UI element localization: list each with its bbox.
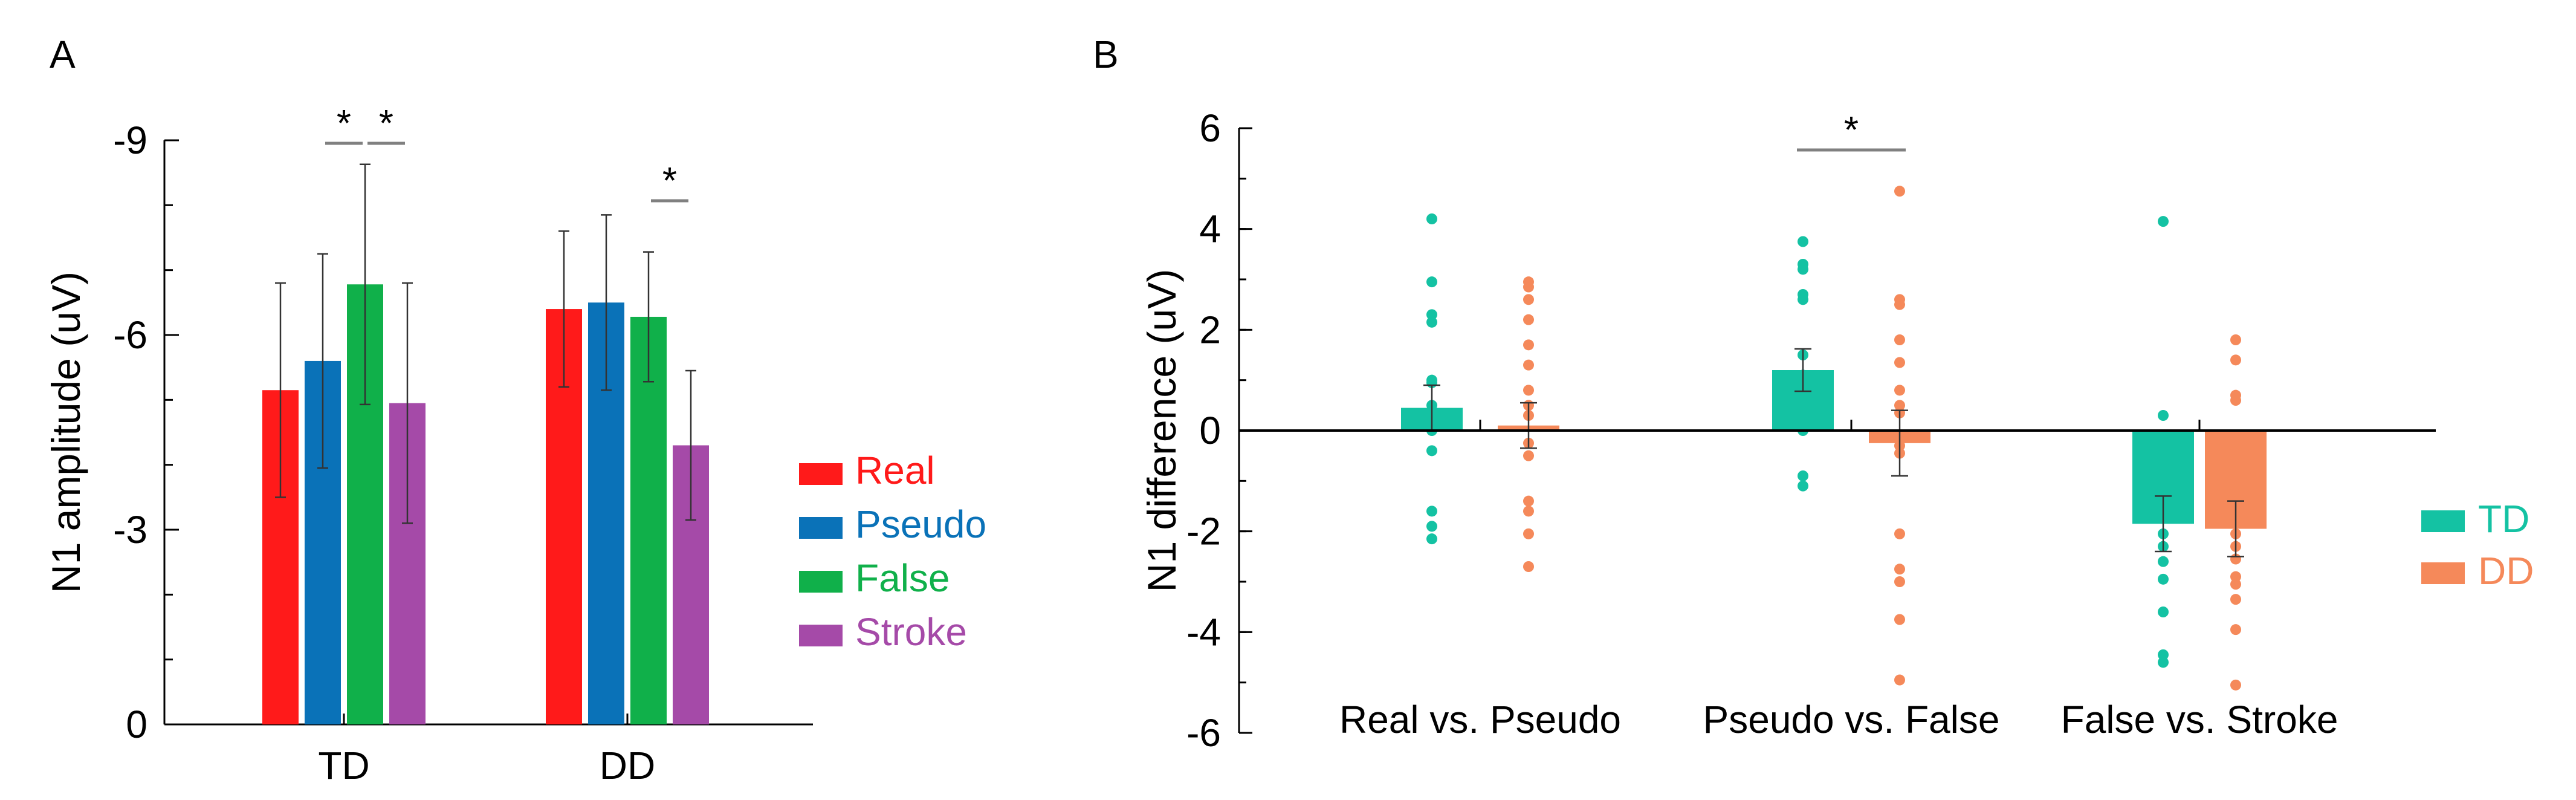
data-point-dd bbox=[1894, 400, 1905, 411]
y-tick-label: -6 bbox=[113, 313, 147, 357]
legend-swatch-false bbox=[799, 571, 843, 593]
data-point-dd bbox=[1523, 281, 1534, 293]
data-point-td bbox=[1798, 236, 1808, 247]
data-point-dd bbox=[1523, 294, 1534, 305]
data-point-dd bbox=[1894, 614, 1905, 625]
data-point-td bbox=[1798, 294, 1808, 305]
data-point-td bbox=[1426, 506, 1437, 517]
legend-swatch-dd bbox=[2421, 562, 2465, 584]
data-point-td bbox=[1426, 276, 1437, 288]
data-point-dd bbox=[2230, 571, 2241, 582]
legend-swatch-stroke bbox=[799, 625, 843, 646]
data-point-dd bbox=[1894, 299, 1905, 310]
significance-label: * bbox=[379, 103, 393, 145]
y-axis-title: N1 difference (uV) bbox=[1139, 269, 1184, 592]
data-point-td bbox=[2158, 607, 2169, 617]
y-tick-label: 0 bbox=[126, 703, 147, 746]
data-point-dd bbox=[2230, 579, 2241, 590]
data-point-dd bbox=[2230, 395, 2241, 406]
legend-label-real: Real bbox=[855, 449, 935, 492]
data-point-dd bbox=[1894, 186, 1905, 197]
data-point-dd bbox=[1523, 385, 1534, 396]
x-category-label: DD bbox=[600, 744, 655, 787]
significance-label: * bbox=[337, 103, 351, 145]
bar-dd-false bbox=[630, 316, 667, 724]
data-point-dd bbox=[1894, 674, 1905, 686]
y-tick-label: -9 bbox=[113, 119, 147, 162]
panel-b-letter: B bbox=[1093, 33, 1119, 76]
data-point-dd bbox=[2230, 679, 2241, 691]
data-point-dd bbox=[1523, 359, 1534, 371]
data-point-td bbox=[1798, 387, 1808, 398]
y-tick-label: 6 bbox=[1199, 106, 1221, 150]
panel-b: B N1 difference (uV) -6 -4 -2 0 2 4 6 Real vs. P… bbox=[1093, 33, 2534, 755]
y-tick-label: -4 bbox=[1186, 610, 1221, 654]
y-tick-label: -6 bbox=[1186, 711, 1221, 755]
data-point-td bbox=[1426, 309, 1437, 320]
data-point-dd bbox=[1523, 495, 1534, 507]
x-category-label: Real vs. Pseudo bbox=[1339, 698, 1621, 741]
data-point-td bbox=[1798, 264, 1808, 275]
data-point-td bbox=[1426, 213, 1437, 224]
data-point-td bbox=[1426, 521, 1437, 532]
legend-label-stroke: Stroke bbox=[855, 610, 967, 654]
panel-a-letter: A bbox=[50, 33, 76, 76]
data-point-dd bbox=[1523, 450, 1534, 461]
data-point-td bbox=[2158, 410, 2169, 421]
data-point-dd bbox=[2230, 594, 2241, 605]
data-point-td bbox=[1426, 316, 1437, 328]
y-axis-title: N1 amplitude (uV) bbox=[44, 272, 88, 593]
data-point-td bbox=[1426, 445, 1437, 457]
legend-swatch-real bbox=[799, 463, 843, 485]
significance-label: * bbox=[1844, 109, 1859, 151]
data-point-dd bbox=[1523, 506, 1534, 517]
y-tick-label: 4 bbox=[1199, 207, 1221, 251]
data-point-td bbox=[2158, 556, 2169, 567]
x-category-label: False vs. Stroke bbox=[2061, 698, 2338, 741]
data-point-dd bbox=[1894, 357, 1905, 368]
x-category-label: Pseudo vs. False bbox=[1703, 698, 2000, 741]
legend-label-false: False bbox=[855, 556, 950, 600]
data-point-td bbox=[2158, 657, 2169, 668]
data-point-td bbox=[2158, 573, 2169, 585]
significance-label: * bbox=[662, 160, 677, 202]
y-tick-label: -3 bbox=[113, 508, 147, 551]
data-point-dd bbox=[2230, 624, 2241, 636]
data-point-td bbox=[1426, 533, 1437, 545]
data-point-dd bbox=[1894, 385, 1905, 396]
data-point-dd bbox=[1894, 334, 1905, 345]
data-point-td bbox=[2158, 216, 2169, 227]
data-point-dd bbox=[1894, 564, 1905, 575]
legend-swatch-td bbox=[2421, 510, 2465, 532]
y-tick-label: 2 bbox=[1199, 308, 1221, 351]
legend-label-dd: DD bbox=[2478, 549, 2534, 593]
data-point-td bbox=[1798, 410, 1808, 421]
data-point-dd bbox=[2230, 354, 2241, 366]
data-point-td bbox=[2158, 649, 2169, 660]
data-point-dd bbox=[1523, 528, 1534, 539]
data-point-dd bbox=[1894, 528, 1905, 539]
x-category-label: TD bbox=[318, 744, 369, 787]
data-point-td bbox=[1798, 470, 1808, 481]
data-point-dd bbox=[1523, 339, 1534, 351]
data-point-td bbox=[1798, 480, 1808, 492]
legend-label-td: TD bbox=[2478, 497, 2529, 541]
panel-a: A N1 amplitude (uV) 0 -3 -6 -9 TD DD * * * Real Pse… bbox=[44, 33, 986, 787]
data-point-dd bbox=[1523, 561, 1534, 572]
legend-swatch-pseudo bbox=[799, 517, 843, 539]
data-point-dd bbox=[2230, 334, 2241, 345]
y-tick-label: -2 bbox=[1186, 510, 1221, 553]
y-tick-label: 0 bbox=[1199, 409, 1221, 452]
legend-label-pseudo: Pseudo bbox=[855, 502, 986, 546]
data-point-dd bbox=[1894, 576, 1905, 587]
data-point-dd bbox=[1523, 314, 1534, 325]
